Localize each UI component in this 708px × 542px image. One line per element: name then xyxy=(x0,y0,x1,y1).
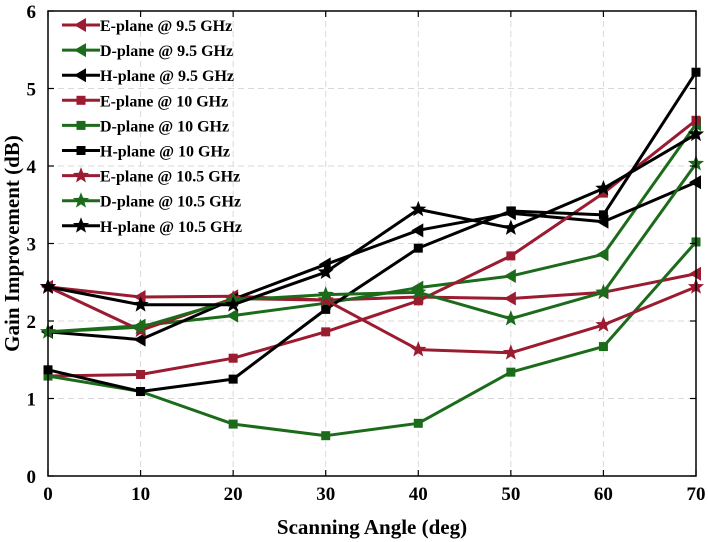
legend-label: D-plane @ 9.5 GHz xyxy=(100,43,233,60)
legend-marker xyxy=(72,192,90,208)
legend-item: D-plane @ 10.5 GHz xyxy=(62,192,241,211)
legend-label: D-plane @ 10 GHz xyxy=(100,118,229,135)
data-point xyxy=(502,219,519,235)
y-tick-label: 2 xyxy=(27,312,37,333)
data-point xyxy=(317,286,334,302)
legend: E-plane @ 9.5 GHz D-plane @ 9.5 GHz H-plan… xyxy=(62,18,242,236)
legend-label: D-plane @ 10.5 GHz xyxy=(100,194,241,211)
series-line xyxy=(47,272,697,302)
data-point xyxy=(411,223,424,238)
legend-marker xyxy=(72,217,90,233)
legend-marker xyxy=(72,167,90,183)
x-tick-label: 70 xyxy=(687,484,706,505)
y-tick-label: 4 xyxy=(27,157,37,178)
data-point xyxy=(225,296,242,312)
data-point xyxy=(410,200,427,217)
y-tick-label: 1 xyxy=(27,390,37,411)
legend-marker xyxy=(74,68,86,83)
data-point xyxy=(317,263,334,280)
data-point xyxy=(596,247,609,262)
x-tick-label: 40 xyxy=(409,484,428,505)
legend-label: E-plane @ 10.5 GHz xyxy=(100,169,240,186)
legend-label: E-plane @ 10 GHz xyxy=(100,93,228,110)
data-point xyxy=(321,304,331,314)
data-point xyxy=(506,206,516,216)
data-point xyxy=(689,266,701,281)
data-point xyxy=(595,179,612,196)
data-point xyxy=(598,188,608,198)
data-point xyxy=(136,369,146,379)
data-point xyxy=(413,418,423,428)
data-point xyxy=(132,318,149,335)
data-point xyxy=(321,327,331,337)
data-point xyxy=(595,283,612,300)
data-point xyxy=(503,291,516,306)
series-line xyxy=(47,240,698,438)
y-tick-label: 5 xyxy=(27,80,37,101)
x-tick-label: 30 xyxy=(316,484,335,505)
data-point xyxy=(321,431,331,441)
data-point xyxy=(228,419,238,429)
y-axis-label: Gain Improvement (dB) xyxy=(0,135,24,352)
data-point xyxy=(133,289,146,304)
legend-item: H-plane @ 10 GHz xyxy=(62,144,230,161)
data-point xyxy=(317,291,334,307)
legend-marker xyxy=(76,95,86,105)
y-tick-label: 0 xyxy=(27,467,37,488)
y-tick-label: 6 xyxy=(27,2,37,23)
legend-label: H-plane @ 9.5 GHz xyxy=(100,68,234,85)
data-point xyxy=(595,316,612,332)
data-point xyxy=(410,283,427,300)
x-tick-label: 60 xyxy=(594,484,613,505)
data-point xyxy=(136,387,146,397)
x-tick-label: 0 xyxy=(43,484,53,505)
legend-marker xyxy=(76,146,86,155)
data-point xyxy=(410,341,427,357)
series-line xyxy=(47,119,697,378)
x-tick-label: 20 xyxy=(224,484,243,505)
legend-label: H-plane @ 10.5 GHz xyxy=(100,219,242,236)
legend-item: E-plane @ 9.5 GHz xyxy=(62,18,232,35)
legend-item: D-plane @ 9.5 GHz xyxy=(62,43,233,60)
data-point xyxy=(598,210,608,220)
data-point xyxy=(598,342,608,352)
series-layer xyxy=(39,67,705,441)
data-point xyxy=(506,367,516,377)
data-point xyxy=(506,251,516,261)
x-tick-label: 10 xyxy=(131,484,150,505)
series-line xyxy=(47,71,698,394)
data-point xyxy=(413,243,423,253)
x-tick-label: 50 xyxy=(501,484,520,505)
legend-marker xyxy=(74,18,86,32)
series-line xyxy=(47,180,697,342)
legend-item: H-plane @ 10.5 GHz xyxy=(62,217,242,236)
legend-label: H-plane @ 10 GHz xyxy=(100,144,230,161)
series-line xyxy=(47,285,697,355)
data-point xyxy=(502,310,519,326)
data-point xyxy=(228,374,238,384)
legend-label: E-plane @ 9.5 GHz xyxy=(100,18,232,35)
grid xyxy=(48,11,696,476)
legend-item: E-plane @ 10.5 GHz xyxy=(62,167,240,186)
data-point xyxy=(228,353,238,363)
legend-item: D-plane @ 10 GHz xyxy=(62,118,229,135)
data-point xyxy=(133,332,146,347)
legend-marker xyxy=(76,120,86,130)
legend-item: H-plane @ 9.5 GHz xyxy=(62,68,234,85)
data-point xyxy=(413,296,423,306)
data-point xyxy=(226,308,239,323)
series-line xyxy=(47,162,698,334)
legend-item: E-plane @ 10 GHz xyxy=(62,93,228,110)
y-tick-label: 3 xyxy=(27,235,37,256)
data-point xyxy=(689,175,701,190)
series-line xyxy=(47,132,697,307)
x-axis-label: Scanning Angle (deg) xyxy=(277,515,467,539)
data-point xyxy=(502,344,519,360)
data-point xyxy=(132,296,149,312)
legend-marker xyxy=(74,43,86,58)
axis-ticks: 0 10 20 30 40 50 60 70 0 1 2 3 4 5 6 xyxy=(27,2,706,505)
data-point xyxy=(318,257,331,272)
data-point xyxy=(503,269,516,284)
